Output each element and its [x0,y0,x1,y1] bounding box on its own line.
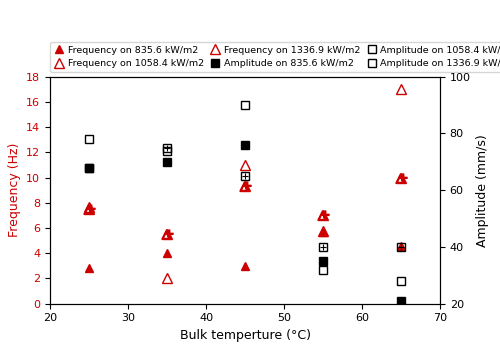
Y-axis label: Amplitude (mm/s): Amplitude (mm/s) [476,134,490,247]
Y-axis label: Frequency (Hz): Frequency (Hz) [8,143,20,237]
X-axis label: Bulk temperture (°C): Bulk temperture (°C) [180,329,310,342]
Legend: Frequency on 835.6 kW/m2, Frequency on 1058.4 kW/m2, Frequency on 1336.9 kW/m2, : Frequency on 835.6 kW/m2, Frequency on 1… [50,42,500,72]
